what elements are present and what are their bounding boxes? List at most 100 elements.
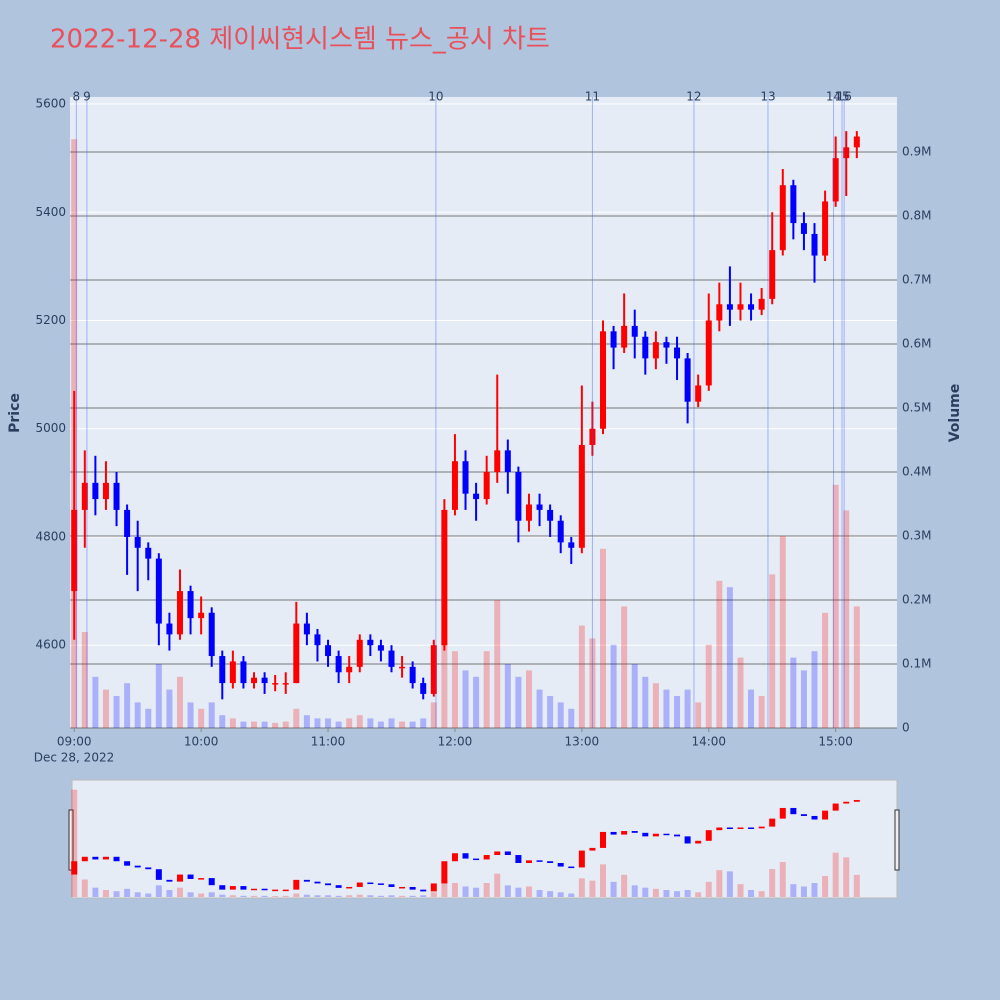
slider-volume-bar — [198, 893, 205, 897]
candle-body — [695, 385, 702, 402]
volume-bar — [737, 657, 744, 728]
volume-bar — [695, 702, 702, 728]
slider-volume-bar — [293, 893, 300, 897]
candle-body — [473, 493, 480, 500]
candle-body — [525, 504, 532, 521]
slider-candle — [610, 831, 617, 835]
candle-body — [92, 482, 99, 500]
slider-candle — [705, 830, 712, 841]
y-tick-label: 5200 — [35, 313, 66, 327]
candle-body — [790, 185, 797, 224]
slider-handle[interactable] — [894, 809, 900, 871]
volume-bar — [621, 606, 628, 728]
slider-volume-bar — [779, 862, 786, 897]
slider-volume-bar — [504, 885, 511, 897]
volume-bar — [568, 708, 575, 728]
slider-volume-bar — [737, 884, 744, 897]
volume-bar — [811, 651, 818, 728]
slider-candle — [822, 810, 829, 820]
slider-volume-bar — [92, 887, 99, 897]
slider-candle — [536, 860, 543, 862]
slider-candle — [726, 827, 733, 829]
volume-bar — [282, 721, 289, 728]
volume-bar — [399, 721, 406, 728]
candle-body — [758, 298, 765, 310]
candle-body — [282, 683, 289, 685]
slider-volume-bar — [325, 895, 332, 897]
slider-handle[interactable] — [68, 809, 74, 871]
candle-body — [578, 444, 585, 548]
slider-candle — [483, 855, 490, 860]
slider-candle — [261, 888, 268, 891]
slider-volume-bar — [145, 893, 152, 897]
slider-candle — [748, 827, 755, 829]
volume-bar — [187, 702, 194, 728]
candle-body — [843, 147, 850, 159]
volume-bar — [367, 718, 374, 728]
slider-volume-bar — [71, 789, 78, 897]
volume-bar — [261, 721, 268, 728]
candle-body — [261, 677, 268, 684]
slider-volume-bar — [420, 895, 427, 897]
slider-candle — [790, 807, 797, 815]
volume-bar — [525, 670, 532, 728]
candle-body — [356, 639, 363, 667]
volume-bar — [303, 715, 310, 728]
volume-bar — [684, 689, 691, 728]
volume-bar — [251, 721, 258, 728]
y-tick-label: 4600 — [35, 638, 66, 652]
slider-volume-bar — [187, 892, 194, 897]
slider-volume-bar — [769, 869, 776, 897]
volume-bar — [377, 721, 384, 728]
slider-candle — [621, 831, 628, 835]
x-tick-label: 13:00 — [565, 735, 600, 749]
slider-volume-bar — [536, 890, 543, 897]
candle-body — [748, 304, 755, 310]
slider-volume-bar — [102, 890, 109, 897]
y2-tick-label: 0.8M — [902, 209, 931, 223]
slider-volume-bar — [790, 884, 797, 897]
volume-bar — [631, 664, 638, 728]
slider-volume-bar — [758, 891, 765, 897]
candle-body — [166, 623, 173, 635]
candle-body — [853, 136, 860, 148]
slider-candle — [134, 865, 141, 868]
y2-tick-label: 0.7M — [902, 273, 931, 287]
y2-tick-label: 0.4M — [902, 465, 931, 479]
slider-volume-bar — [282, 895, 289, 897]
candle-body — [251, 677, 258, 684]
candle-body — [314, 634, 321, 646]
slider-candle — [568, 866, 575, 869]
candle-body — [726, 304, 733, 310]
volume-bar — [716, 580, 723, 728]
slider-volume-bar — [473, 887, 480, 897]
slider-volume-bar — [272, 896, 279, 897]
slider-volume-bar — [832, 852, 839, 897]
candle-body — [293, 623, 300, 684]
candle-body — [113, 482, 120, 510]
slider-volume-bar — [229, 895, 236, 897]
slider-volume-bar — [663, 890, 670, 897]
slider-volume-bar — [483, 883, 490, 897]
candle-body — [187, 591, 194, 619]
candle-body — [504, 450, 511, 473]
candle-body — [652, 342, 659, 359]
slider-volume-bar — [81, 879, 88, 897]
slider-volume-bar — [462, 886, 469, 897]
slider-candle — [800, 814, 807, 816]
slider-volume-bar — [261, 895, 268, 897]
volume-bar — [494, 600, 501, 728]
slider-volume-bar — [610, 881, 617, 897]
slider-candle — [695, 840, 702, 844]
slider-volume-bar — [346, 895, 353, 897]
slider-volume-bar — [822, 876, 829, 897]
slider-volume-bar — [399, 895, 406, 897]
slider-volume-bar — [525, 886, 532, 897]
candle-body — [420, 683, 427, 694]
y-tick-label: 5000 — [35, 421, 66, 435]
slider-candle — [451, 853, 458, 862]
slider-candle — [853, 799, 860, 802]
candle-body — [303, 623, 310, 635]
slider-volume-bar — [642, 887, 649, 897]
volume-bar — [515, 676, 522, 728]
